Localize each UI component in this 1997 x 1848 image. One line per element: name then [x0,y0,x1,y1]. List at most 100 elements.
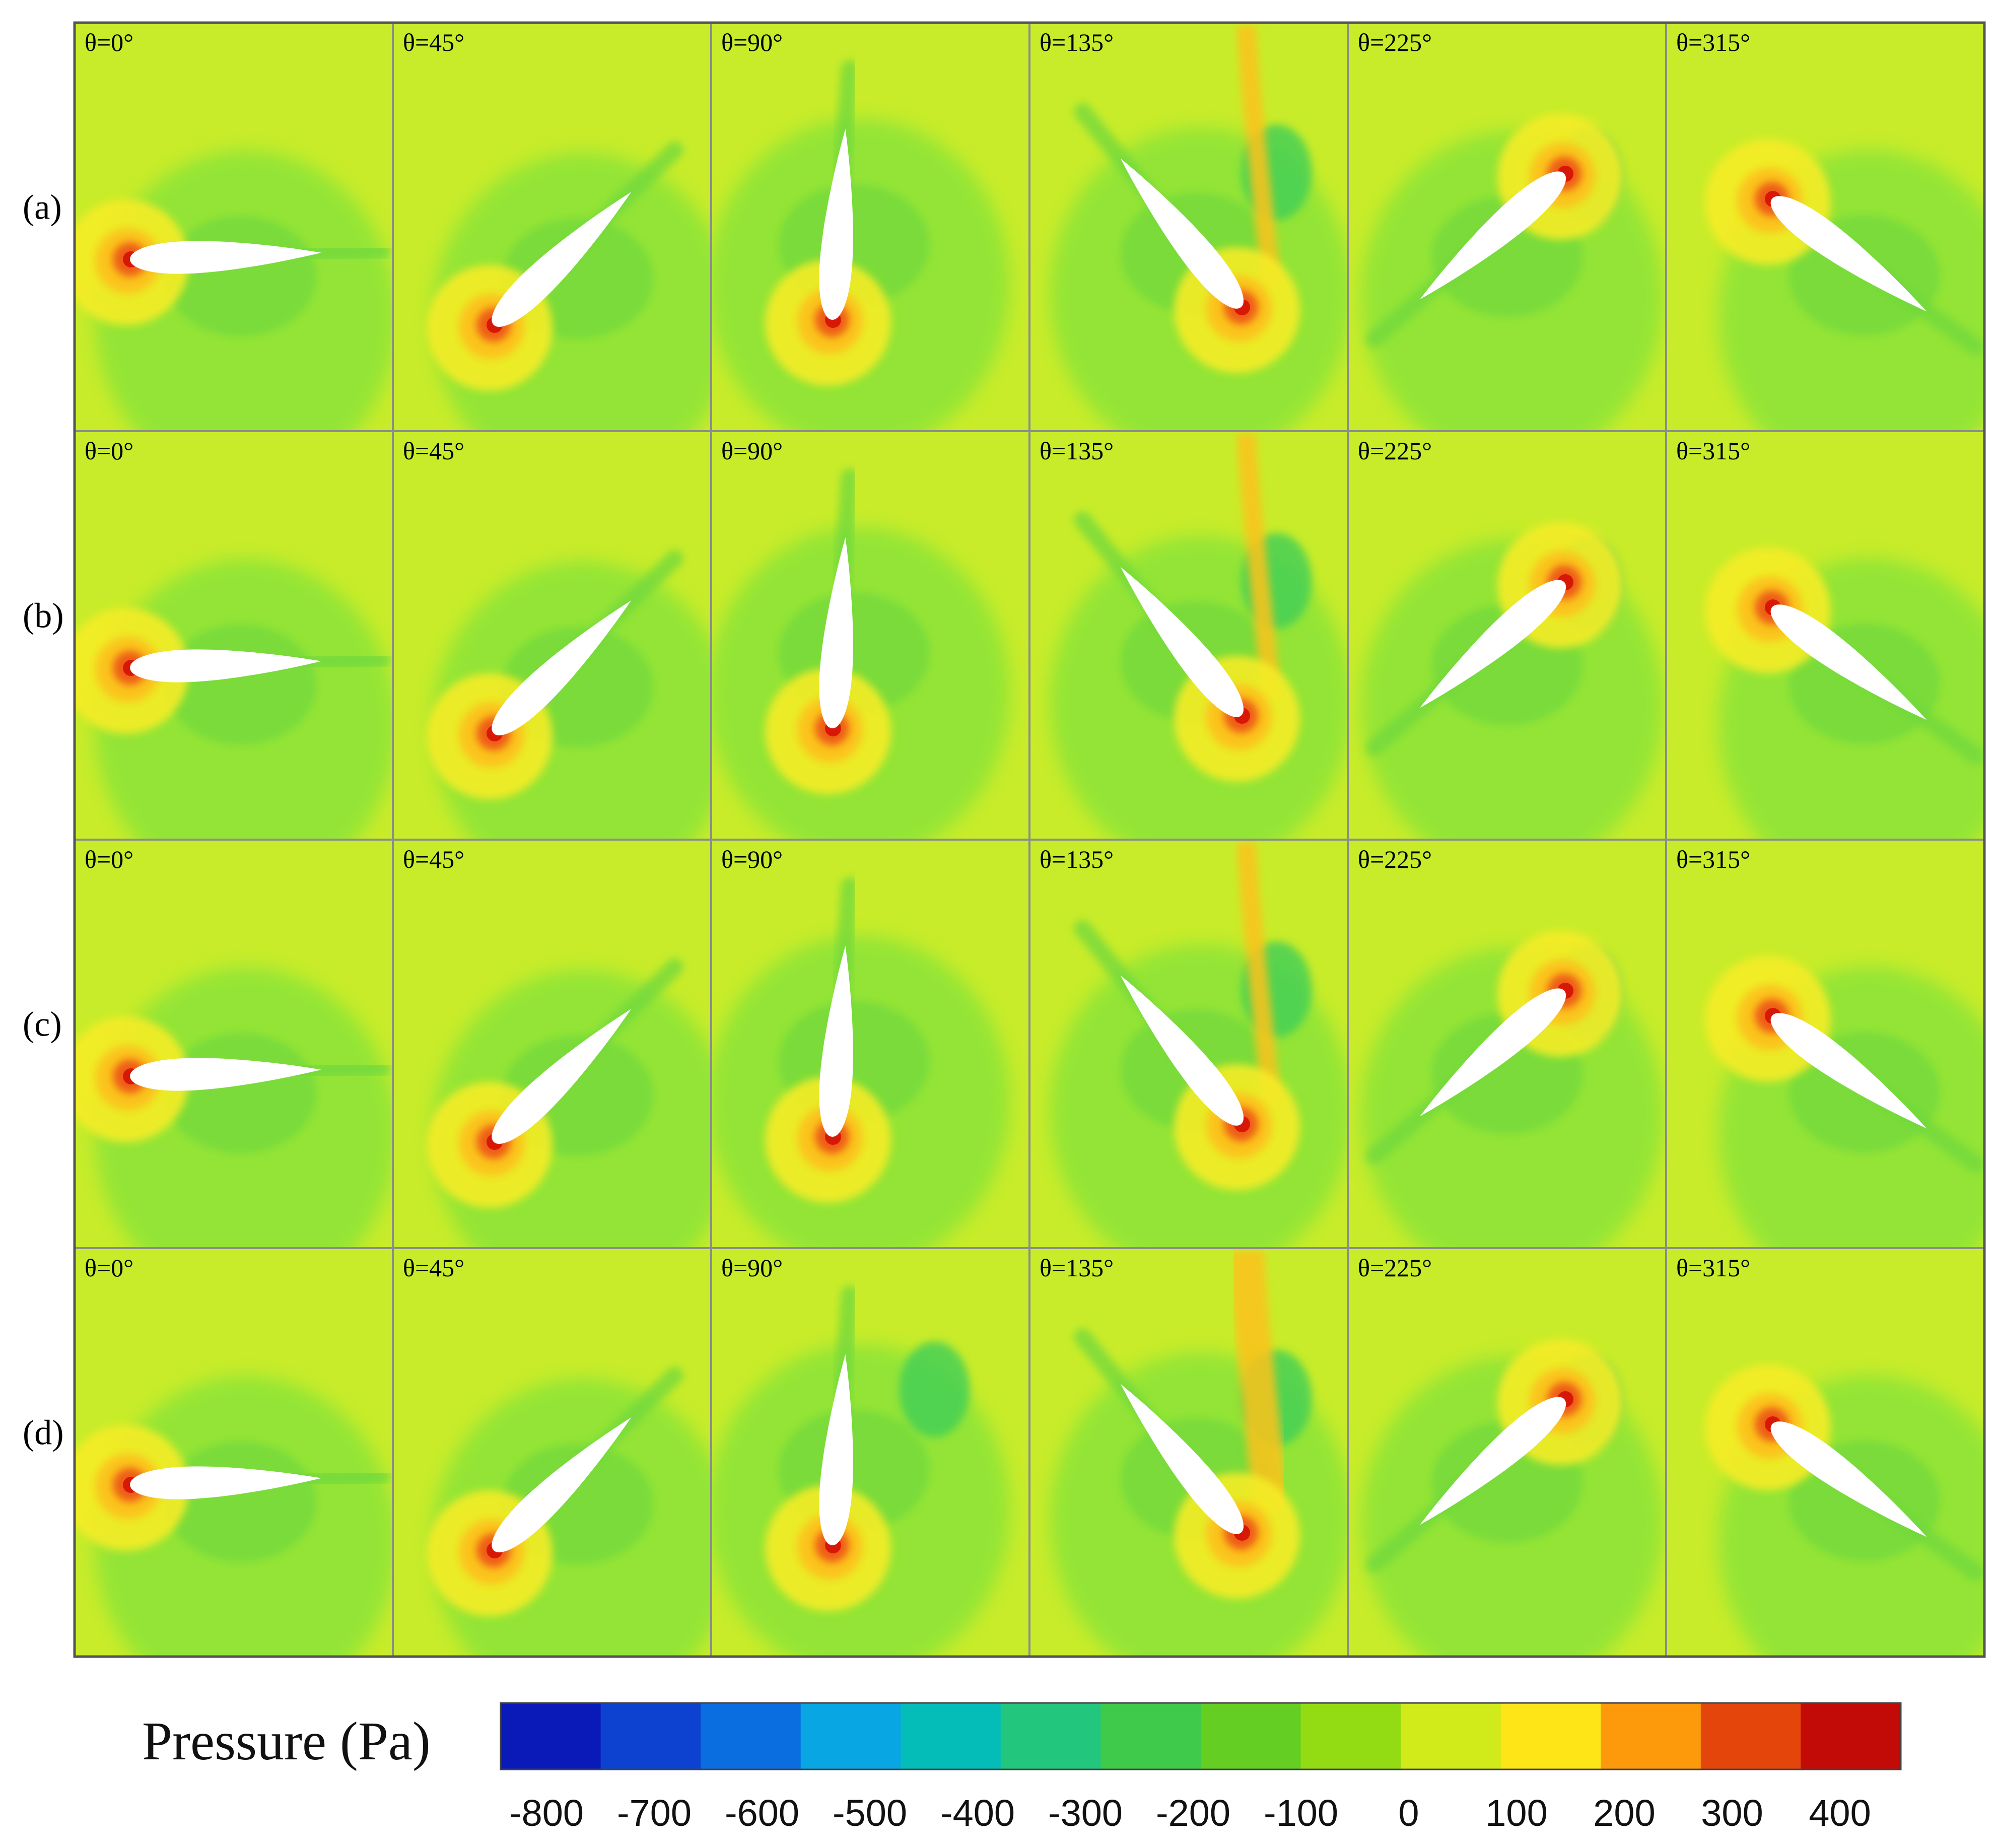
row-label-a: (a) [23,188,62,227]
grid-frame [73,21,1986,1658]
contour-panel: θ=135° [1028,839,1349,1249]
airfoil [492,600,632,736]
contour-panel: θ=90° [710,1247,1030,1658]
angle-label: θ=90° [721,28,783,56]
contour-panel: θ=45° [392,839,712,1249]
legend-color-swatch [701,1703,801,1769]
contour-panel: θ=135° [1028,22,1349,432]
angle-label: θ=45° [403,845,464,873]
shed-high-pressure-band [1228,1249,1289,1515]
airfoil [1770,1013,1927,1129]
legend-tick-label: 200 [1593,1792,1655,1834]
angle-label: θ=315° [1676,1254,1750,1282]
airfoil [492,192,632,327]
legend-color-swatch [901,1703,1001,1769]
suction-region [165,624,316,745]
airfoil [130,1466,321,1499]
angle-label: θ=45° [403,28,464,56]
suction-region [165,1441,316,1562]
legend-color-swatch [1100,1703,1201,1769]
legend-tick-label: 100 [1485,1792,1547,1834]
suction-region [165,1033,316,1154]
angle-label: θ=225° [1358,28,1432,56]
legend-tick-label: -100 [1264,1792,1338,1834]
legend-tick-label: -800 [509,1792,584,1834]
airfoil [1420,171,1566,300]
legend-tick-label: 400 [1809,1792,1871,1834]
contour-panel: θ=135° [1028,430,1349,841]
angle-label: θ=0° [85,1254,133,1282]
legend-tick-label: -700 [617,1792,692,1834]
legend-tick-label: 0 [1398,1792,1419,1834]
angle-label: θ=0° [85,437,133,465]
legend-color-swatch [1700,1703,1801,1769]
angle-label: θ=0° [85,845,133,873]
legend-color-swatch [501,1703,601,1769]
airfoil [1120,975,1244,1126]
angle-label: θ=45° [403,437,464,465]
angle-label: θ=135° [1040,845,1114,873]
airfoil [819,128,853,320]
angle-label: θ=225° [1358,1254,1432,1282]
angle-label: θ=135° [1040,437,1114,465]
airfoil [1770,1421,1927,1537]
contour-panel: θ=0° [74,430,394,841]
pressure-legend: Pressure (Pa) -800 -700 -600 -500 -400 -300 -2… [142,1702,1902,1834]
airfoil [819,537,853,728]
contour-panel: θ=0° [74,1247,394,1658]
airfoil [1420,1397,1566,1525]
contour-panel: θ=135° [1028,1247,1349,1658]
legend-tick-label: -200 [1156,1792,1230,1834]
legend-color-swatch [600,1703,701,1769]
legend-color-swatch [1500,1703,1601,1769]
legend-color-swatch [1000,1703,1101,1769]
airfoil [130,649,321,682]
legend-color-swatch [1801,1703,1901,1769]
airfoil [130,1058,321,1091]
legend-tick-label: -300 [1048,1792,1123,1834]
contour-panel: θ=0° [74,22,394,432]
airfoil [1120,1384,1244,1534]
angle-label: θ=0° [85,28,133,56]
angle-label: θ=315° [1676,845,1750,873]
airfoil [1420,580,1566,708]
angle-label: θ=225° [1358,437,1432,465]
angle-label: θ=90° [721,1254,783,1282]
suction-region [165,216,316,337]
contour-panel: θ=225° [1347,430,1667,841]
legend-color-swatch [1300,1703,1401,1769]
angle-label: θ=135° [1040,1254,1114,1282]
contour-panel: θ=90° [710,22,1030,432]
legend-color-swatch [1201,1703,1301,1769]
contour-panel-grid: θ=0° θ=45° θ=90° θ=135° θ=225° θ=315° θ=0° θ=45… [73,21,1986,1658]
contour-panel: θ=315° [1665,430,1985,841]
contour-panel: θ=45° [392,430,712,841]
shed-high-pressure-band [1236,24,1281,288]
contour-panel: θ=45° [392,1247,712,1658]
contour-panel: θ=90° [710,839,1030,1249]
legend-tick-label: 300 [1701,1792,1763,1834]
airfoil [1420,988,1566,1117]
legend-color-swatch [1601,1703,1701,1769]
angle-label: θ=45° [403,1254,464,1282]
airfoil [492,1417,632,1553]
legend-tick-label: -600 [725,1792,799,1834]
vortex-core [899,1341,970,1438]
airfoil [819,1354,853,1545]
row-labels: (a) (b) (c) (d) [23,188,64,1452]
airfoil [1770,604,1927,720]
legend-color-swatch [800,1703,901,1769]
airfoil [1120,567,1244,717]
legend-title: Pressure (Pa) [142,1712,431,1771]
contour-panel: θ=225° [1347,22,1667,432]
contour-panel: θ=225° [1347,839,1667,1249]
row-label-c: (c) [23,1005,62,1044]
shed-high-pressure-band [1236,433,1281,697]
contour-panel: θ=90° [710,430,1030,841]
contour-panel: θ=45° [392,22,712,432]
legend-colorbar [500,1702,1902,1770]
airfoil [130,241,321,274]
contour-panel: θ=315° [1665,22,1985,432]
airfoil [492,1009,632,1144]
